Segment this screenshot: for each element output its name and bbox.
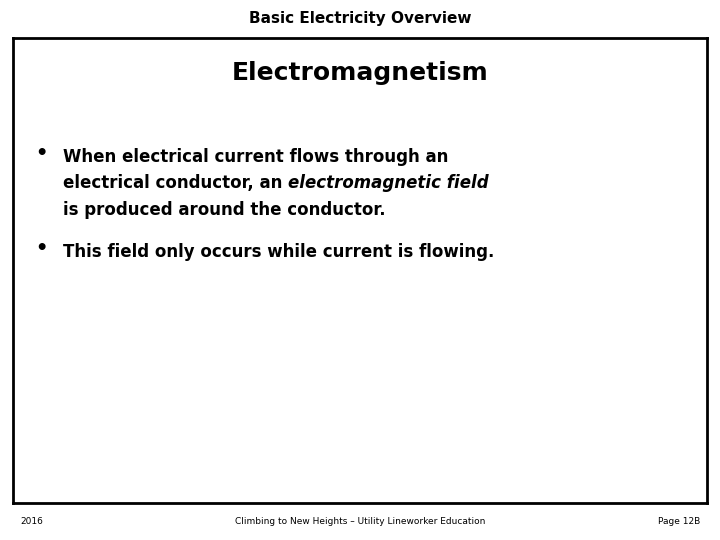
- Text: 2016: 2016: [20, 517, 43, 526]
- Text: This field only occurs while current is flowing.: This field only occurs while current is …: [63, 243, 495, 261]
- Text: Climbing to New Heights – Utility Lineworker Education: Climbing to New Heights – Utility Linewo…: [235, 517, 485, 526]
- Text: •: •: [35, 144, 48, 163]
- Text: Basic Electricity Overview: Basic Electricity Overview: [248, 10, 472, 25]
- Text: Electromagnetism: Electromagnetism: [232, 61, 488, 85]
- Text: Page 12B: Page 12B: [658, 517, 700, 526]
- Text: is produced around the conductor.: is produced around the conductor.: [63, 201, 386, 219]
- Text: When electrical current flows through an: When electrical current flows through an: [63, 148, 449, 166]
- Text: •: •: [35, 239, 48, 258]
- Text: electromagnetic field: electromagnetic field: [288, 174, 489, 192]
- Text: electrical conductor, an: electrical conductor, an: [63, 174, 288, 192]
